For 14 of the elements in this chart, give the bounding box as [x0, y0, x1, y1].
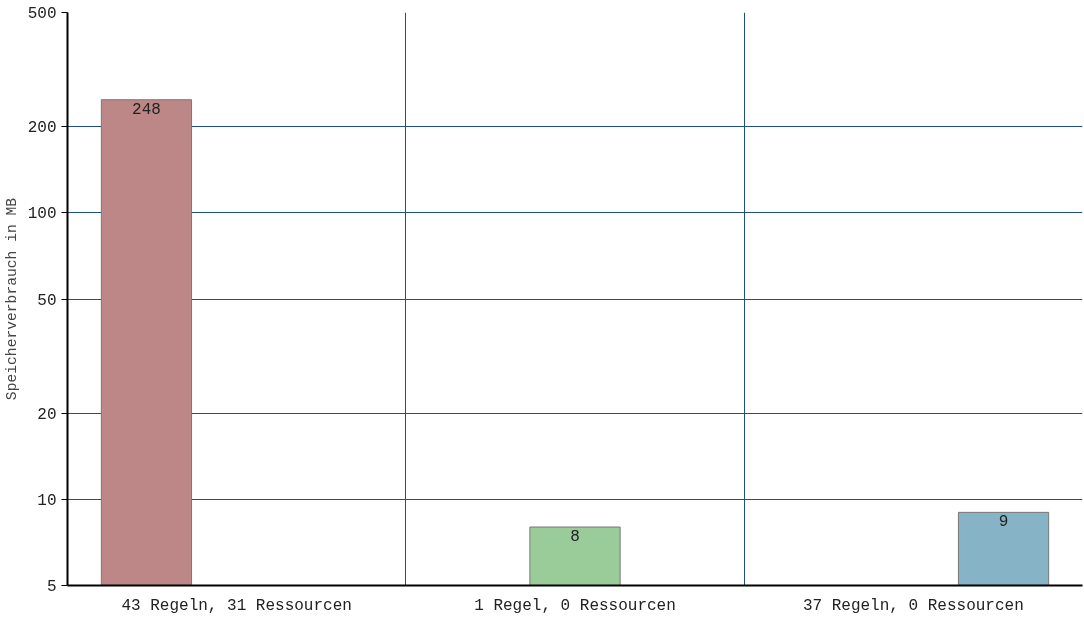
data-label: 8 — [570, 528, 580, 547]
y-tick-label: 5 — [46, 578, 57, 596]
x-tick-label: 37 Regeln, 0 Ressourcen — [802, 596, 1024, 615]
y-axis-title: Speicherverbrauch in MB — [3, 197, 20, 401]
data-label: 248 — [132, 100, 161, 119]
data-label: 9 — [998, 513, 1009, 532]
x-tick-label: 1 Regel, 0 Ressourcen — [474, 596, 676, 615]
y-tick-label: 50 — [37, 291, 57, 310]
y-tick-label: 100 — [27, 205, 57, 224]
x-tick-label: 43 Regeln, 31 Ressourcen — [121, 596, 352, 615]
y-tick-label: 500 — [27, 5, 57, 23]
y-tick-label: 10 — [37, 491, 57, 510]
y-tick-label: 20 — [37, 405, 57, 424]
y-tick-label: 200 — [27, 119, 57, 138]
